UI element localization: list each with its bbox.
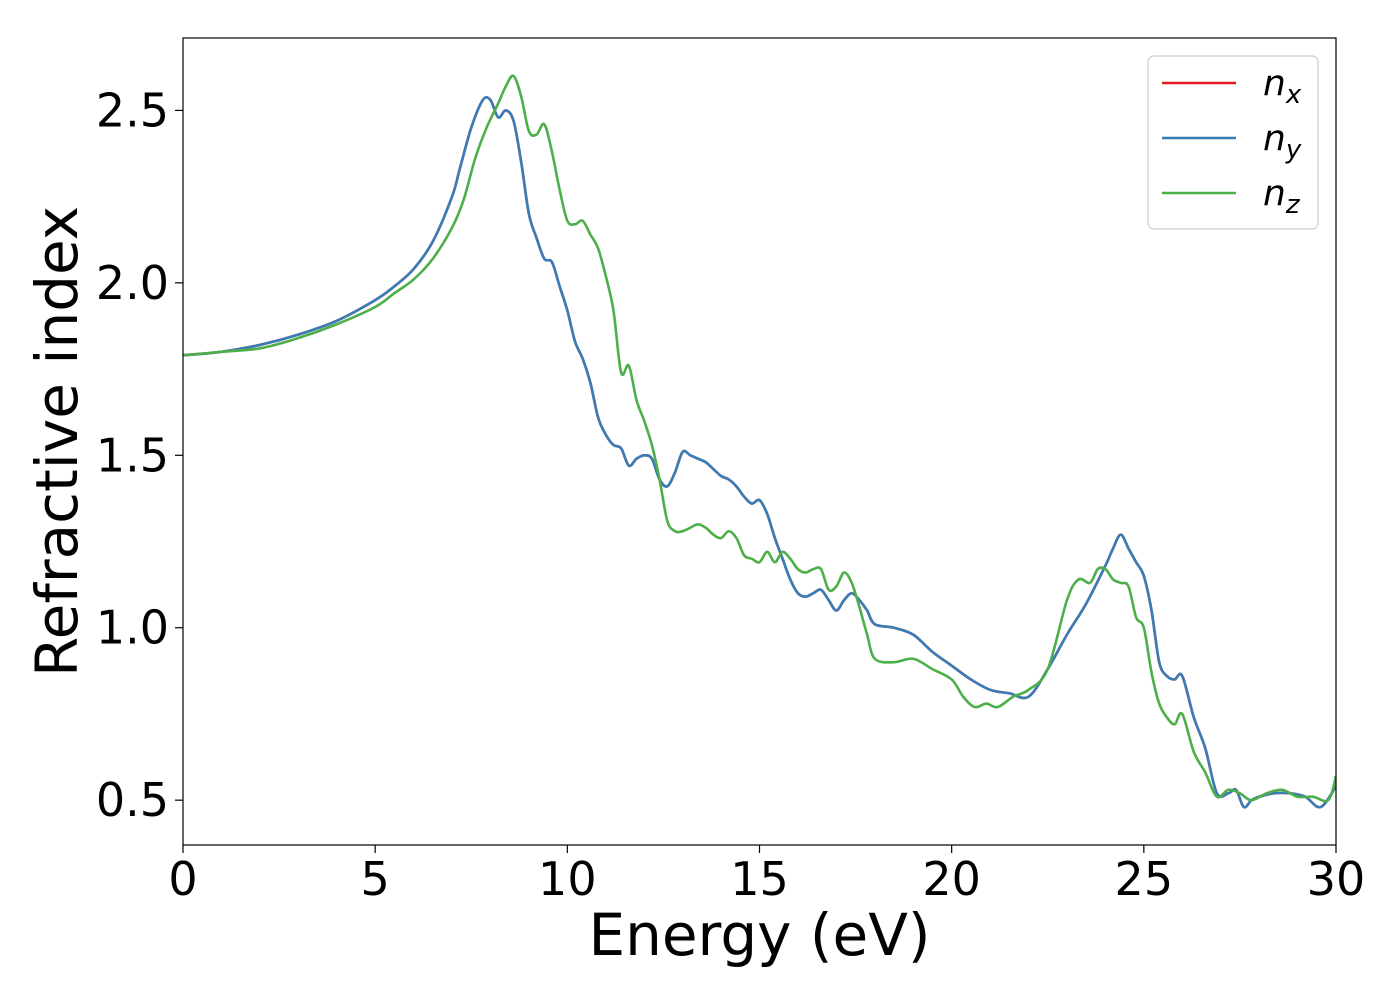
y-tick-label: 1.5 [96,428,169,482]
legend-label-x: nx [1263,63,1302,110]
y-tick-label: 1.0 [96,601,169,655]
x-tick-label: 25 [1115,852,1174,906]
plot-area [183,74,1336,809]
series-lines [183,74,1336,809]
y-tick-label: 2.5 [96,83,169,137]
x-tick-label: 30 [1307,852,1366,906]
legend-box [1147,55,1319,230]
legend-label-z: nz [1263,173,1301,220]
axes: 0 5 10 15 20 25 30 0.5 1.0 1.5 2.0 2.5 Energy (eV) Re… [23,37,1366,969]
series-line-n-z [183,74,1336,803]
x-tick-label: 0 [168,852,197,906]
x-tick-label: 20 [922,852,981,906]
legend-label-y: ny [1263,118,1302,165]
y-tick-label: 0.5 [96,773,169,827]
x-tick-label: 5 [361,852,390,906]
legend: nx ny nz [1147,55,1319,230]
x-tick-label: 15 [730,852,789,906]
x-axis-label: Energy (eV) [588,901,930,969]
series-line-n-y [183,95,1336,809]
x-tick-label: 10 [538,852,597,906]
y-axis-label: Refractive index [23,206,91,677]
y-tick-label: 2.0 [96,256,169,310]
